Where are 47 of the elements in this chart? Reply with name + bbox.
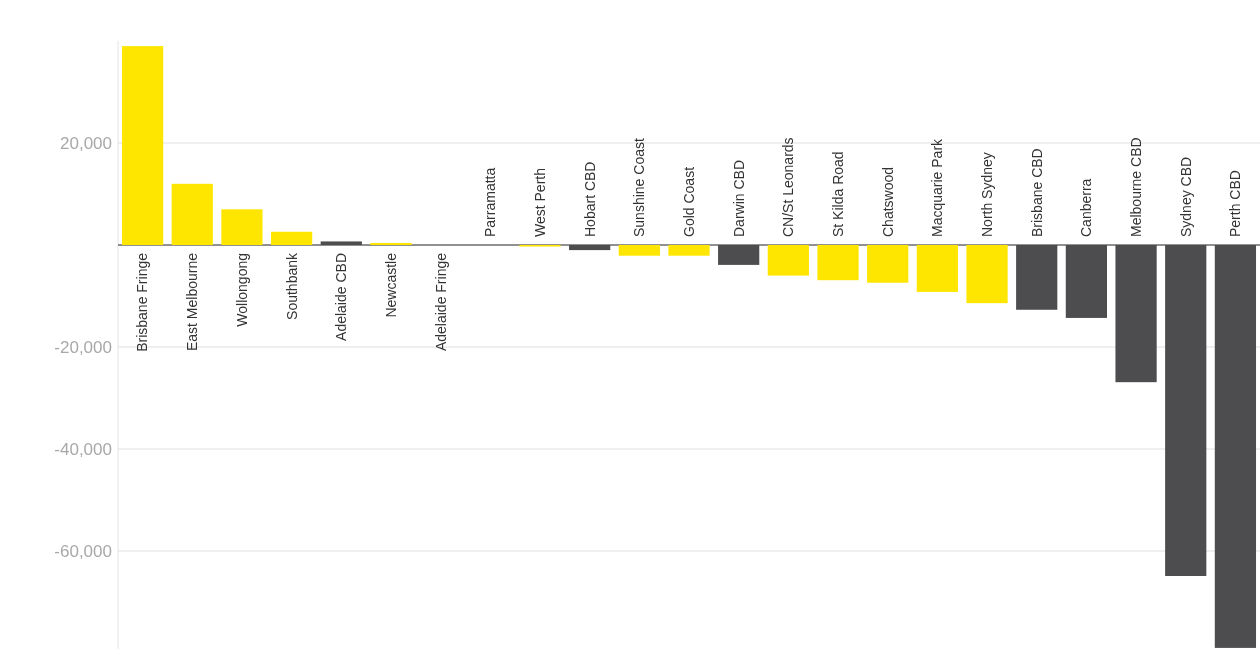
x-tick-label: Sunshine Coast <box>631 138 648 237</box>
y-tick-label: -40,000 <box>54 439 112 459</box>
bar <box>1065 245 1108 318</box>
x-tick-label: West Perth <box>531 168 548 237</box>
bar <box>121 46 164 245</box>
x-tick-label: CN/St Leonards <box>780 137 797 237</box>
bar <box>1214 245 1257 648</box>
x-tick-label: Wollongong <box>233 253 250 327</box>
x-tick-label: Canberra <box>1078 178 1095 237</box>
bar <box>817 245 859 281</box>
x-tick-label: Adelaide CBD <box>333 253 350 341</box>
bar <box>668 245 710 256</box>
bar <box>718 245 760 265</box>
bar <box>271 231 313 245</box>
x-tick-label: Melbourne CBD <box>1127 137 1144 237</box>
bar <box>618 245 660 256</box>
bar <box>916 245 958 292</box>
y-tick-label: 20,000 <box>60 133 112 153</box>
bar <box>171 183 213 245</box>
y-tick-label: -20,000 <box>54 337 112 357</box>
bar <box>966 245 1008 304</box>
x-tick-label: Brisbane Fringe <box>134 252 151 352</box>
x-tick-label: St Kilda Road <box>829 151 846 237</box>
bar <box>767 245 809 276</box>
bar <box>569 245 611 251</box>
x-tick-label: East Melbourne <box>184 252 201 352</box>
bar <box>1115 245 1157 383</box>
x-tick-label: Gold Coast <box>680 166 697 237</box>
bar <box>320 241 362 245</box>
x-tick-label: Macquarie Park <box>929 137 946 237</box>
y-tick-label: -60,000 <box>54 541 112 561</box>
bar <box>1016 245 1058 310</box>
x-tick-label: Adelaide Fringe <box>432 252 449 352</box>
x-tick-label: Hobart CBD <box>581 161 598 237</box>
x-tick-label: Southbank <box>283 252 300 320</box>
bar <box>867 245 909 283</box>
x-tick-label: Brisbane CBD <box>1028 148 1045 237</box>
x-tick-label: North Sydney <box>978 152 995 237</box>
x-tick-label: Sydney CBD <box>1177 156 1194 237</box>
bar <box>370 242 412 245</box>
x-tick-label: Darwin CBD <box>730 159 747 237</box>
x-tick-label: Perth CBD <box>1227 170 1244 237</box>
x-tick-label: Parramatta <box>482 167 499 237</box>
x-tick-label: Chatswood <box>879 166 896 237</box>
bar <box>221 209 263 245</box>
x-tick-label: Newcastle <box>382 252 399 318</box>
bar <box>1165 245 1207 576</box>
